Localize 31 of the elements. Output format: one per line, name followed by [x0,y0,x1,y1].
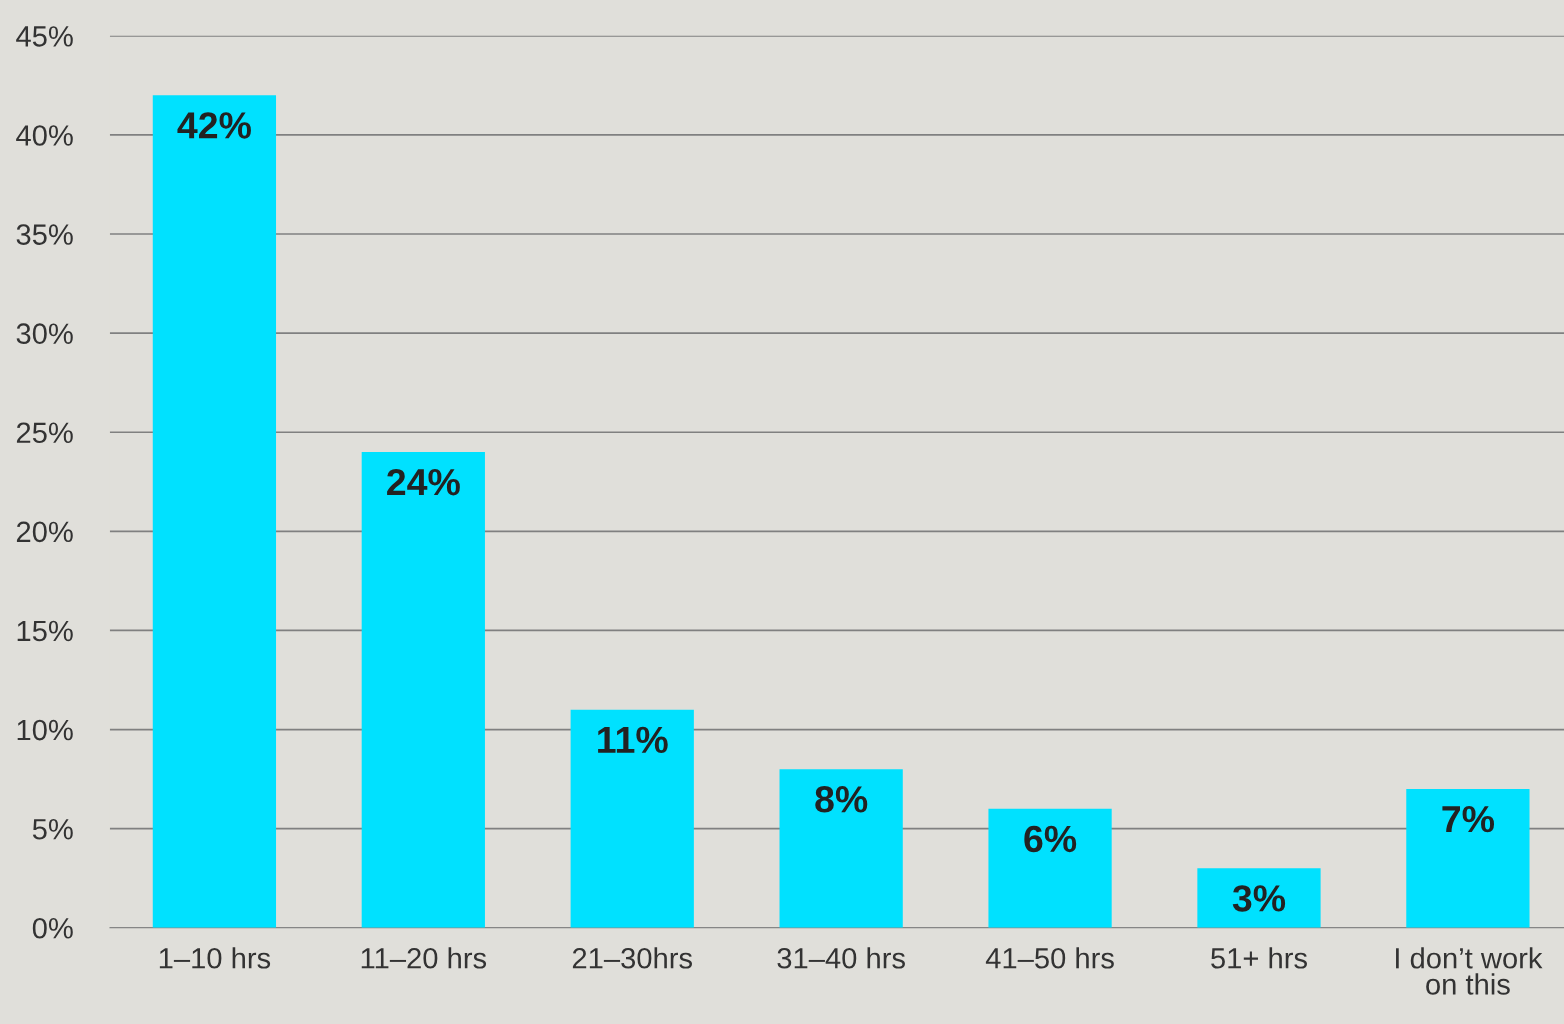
x-tick-label: 11–20 hrs [361,947,487,969]
y-tick-label: 20% [16,521,73,543]
data-label: 7% [1442,805,1495,833]
bar [1197,868,1321,928]
y-tick-label: 30% [16,323,73,344]
bar [570,709,694,928]
y-tick-label: 5% [32,818,73,840]
data-label: 6% [1024,825,1077,853]
y-tick-label: 40% [16,125,73,146]
y-tick-label: 15% [17,620,73,642]
bar [361,452,485,928]
y-tick-label: 35% [16,224,73,245]
y-tick-label: 0% [32,917,73,939]
y-tick-label: 45% [16,26,73,47]
x-tick-label: I don’t work on this [1396,947,1543,995]
data-label: 24% [387,468,460,496]
bar [779,769,903,928]
data-label: 42% [177,112,251,139]
x-tick-label: 1–10 hrs [159,947,271,969]
x-tick-label: 51+ hrs [1211,947,1307,969]
y-tick-label: 25% [16,422,73,444]
x-tick-label: 31–40 hrs [777,947,905,969]
x-tick-label: 41–50 hrs [985,947,1114,969]
data-label: 3% [1232,885,1286,912]
bar [152,95,277,928]
bar [1406,789,1530,928]
data-label: 11% [598,726,668,754]
x-tick-label: 21–30hrs [572,947,692,969]
data-label: 8% [815,786,868,813]
bar [988,808,1112,928]
y-tick-label: 10% [17,719,73,741]
